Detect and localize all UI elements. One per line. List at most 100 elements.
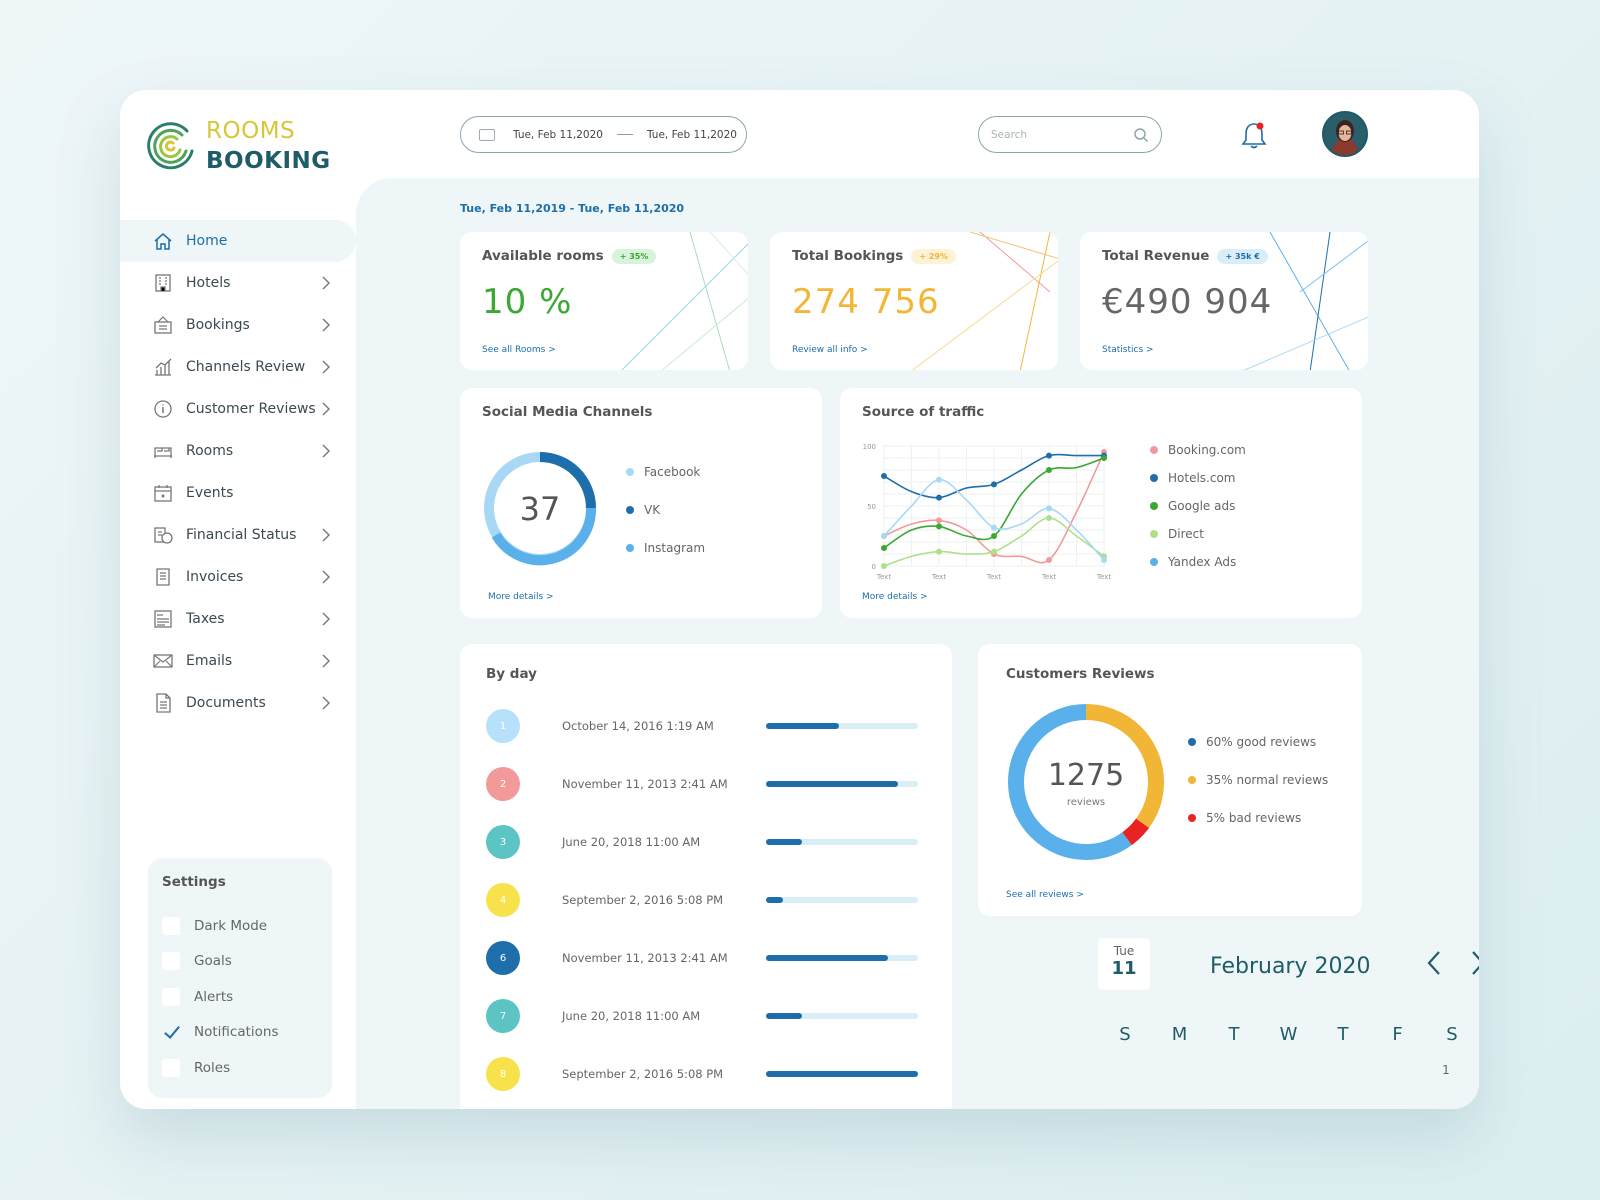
chevron-right-icon[interactable]: [318, 275, 334, 291]
settings-title: Settings: [162, 874, 226, 890]
sidebar-item-label: Channels Review: [186, 359, 306, 375]
setting-roles[interactable]: Roles: [162, 1050, 318, 1086]
kpi-link[interactable]: See all Rooms >: [482, 345, 556, 355]
chevron-right-icon[interactable]: [318, 611, 334, 627]
setting-alerts[interactable]: Alerts: [162, 979, 318, 1015]
by-day-row[interactable]: 8 September 2, 2016 5:08 PM: [486, 1054, 918, 1094]
sidebar-item-invoices[interactable]: Invoices: [120, 556, 356, 598]
legend-item: Instagram: [626, 541, 705, 555]
date-range-picker[interactable]: Tue, Feb 11,2020 Tue, Feb 11,2020: [460, 116, 747, 153]
chart-icon: [155, 358, 172, 376]
invoice-icon: [156, 568, 170, 586]
search-icon[interactable]: [1133, 127, 1149, 143]
social-more-details-link[interactable]: More details >: [488, 592, 554, 602]
setting-checkbox[interactable]: [162, 987, 180, 1006]
series-point: [881, 545, 887, 551]
by-day-row[interactable]: 1 October 14, 2016 1:19 AM: [486, 706, 918, 746]
setting-dark-mode[interactable]: Dark Mode: [162, 908, 318, 944]
traffic-more-details-link[interactable]: More details >: [862, 592, 928, 602]
see-all-reviews-link[interactable]: See all reviews >: [1006, 890, 1084, 900]
search-box: [978, 116, 1162, 153]
weekday-label: M: [1171, 1024, 1188, 1045]
sidebar-item-documents[interactable]: Documents: [120, 682, 356, 724]
setting-checkbox[interactable]: [162, 1023, 180, 1041]
kpi-title-text: Total Revenue: [1102, 248, 1210, 264]
legend-dot: [1188, 738, 1196, 746]
row-progress-track: [766, 781, 918, 787]
decorative-line: [1243, 316, 1368, 370]
row-date: September 2, 2016 5:08 PM: [562, 893, 724, 907]
kpi-link[interactable]: Statistics >: [1102, 345, 1154, 355]
social-card-title: Social Media Channels: [482, 404, 653, 420]
kpi-title: Total Bookings + 29%: [792, 248, 956, 264]
row-date: June 20, 2018 11:00 AM: [562, 835, 701, 849]
brand-logo[interactable]: ROOMS BOOKING: [144, 116, 331, 176]
calendar-day-number: 11: [1111, 958, 1137, 979]
traffic-card: Source of traffic 0 50 100 Text Text Text Text…: [840, 388, 1362, 618]
row-progress-track: [766, 955, 918, 961]
user-avatar[interactable]: [1322, 111, 1368, 157]
weekday-label: S: [1446, 1024, 1458, 1045]
sidebar-item-taxes[interactable]: Taxes: [120, 598, 356, 640]
weekday-label: T: [1228, 1024, 1240, 1045]
by-day-row[interactable]: 2 November 11, 2013 2:41 AM: [486, 764, 918, 804]
sidebar-item-financial-status[interactable]: Financial Status: [120, 514, 356, 556]
search-input[interactable]: [991, 128, 1133, 141]
by-day-row[interactable]: 7 June 20, 2018 11:00 AM: [486, 996, 918, 1036]
calendar-next-chevron-right-icon[interactable]: [1464, 948, 1479, 978]
setting-checkbox[interactable]: [162, 1058, 180, 1077]
customer-reviews-card: Customers Reviews 1275 reviews 60% good …: [978, 644, 1362, 916]
setting-label: Notifications: [194, 1024, 279, 1041]
calendar-prev-chevron-left-icon[interactable]: [1422, 948, 1448, 978]
setting-label: Dark Mode: [194, 917, 268, 934]
by-day-row[interactable]: 6 November 11, 2013 2:41 AM: [486, 938, 918, 978]
hotel-icon: [155, 274, 171, 292]
sidebar-item-channels-review[interactable]: Channels Review: [120, 346, 356, 388]
setting-checkbox[interactable]: [162, 952, 180, 971]
sidebar-item-emails[interactable]: Emails: [120, 640, 356, 682]
chevron-right-icon[interactable]: [318, 359, 334, 375]
chevron-right-icon[interactable]: [318, 569, 334, 585]
setting-notifications[interactable]: Notifications: [162, 1015, 318, 1051]
calendar-date-1[interactable]: 1: [1442, 1063, 1450, 1077]
decorative-line: [979, 232, 1051, 293]
row-progress-track: [766, 723, 918, 729]
by-day-row[interactable]: 3 June 20, 2018 11:00 AM: [486, 822, 918, 862]
date-from: Tue, Feb 11,2020: [513, 128, 603, 141]
notification-bell-icon[interactable]: [1240, 120, 1268, 150]
sidebar-item-customer-reviews[interactable]: Customer Reviews: [120, 388, 356, 430]
sidebar-item-label: Rooms: [186, 443, 234, 459]
sidebar-item-rooms[interactable]: Rooms: [120, 430, 356, 472]
chevron-right-icon[interactable]: [318, 443, 334, 459]
setting-goals[interactable]: Goals: [162, 944, 318, 980]
by-day-row[interactable]: 4 September 2, 2016 5:08 PM: [486, 880, 918, 920]
legend-dot: [1188, 814, 1196, 822]
kpi-value: 274 756: [792, 282, 940, 322]
sidebar-item-events[interactable]: Events: [120, 472, 356, 514]
row-date: June 20, 2018 11:00 AM: [562, 1009, 701, 1023]
row-number-badge: 1: [486, 709, 520, 743]
decorative-line: [1019, 232, 1051, 370]
info-icon: [154, 400, 172, 418]
legend-dot: [1150, 530, 1158, 538]
chevron-right-icon[interactable]: [318, 695, 334, 711]
tax-icon: [154, 610, 172, 628]
home-icon: [154, 233, 172, 250]
calendar-today-box[interactable]: Tue 11: [1098, 938, 1150, 990]
series-point: [936, 523, 942, 530]
legend-dot: [1150, 502, 1158, 510]
kpi-link[interactable]: Review all info >: [792, 345, 868, 355]
setting-checkbox[interactable]: [162, 916, 180, 935]
sidebar-item-home[interactable]: Home: [120, 220, 356, 262]
chevron-right-icon[interactable]: [318, 527, 334, 543]
legend-dot: [626, 468, 634, 476]
series-point: [1046, 467, 1052, 473]
chevron-right-icon[interactable]: [318, 401, 334, 417]
chevron-right-icon[interactable]: [318, 653, 334, 669]
sidebar-item-bookings[interactable]: Bookings: [120, 304, 356, 346]
sidebar-item-hotels[interactable]: Hotels: [120, 262, 356, 304]
series-point: [881, 473, 887, 479]
chevron-right-icon[interactable]: [318, 317, 334, 333]
legend-dot: [1150, 474, 1158, 482]
y-tick-label: 50: [867, 503, 876, 511]
